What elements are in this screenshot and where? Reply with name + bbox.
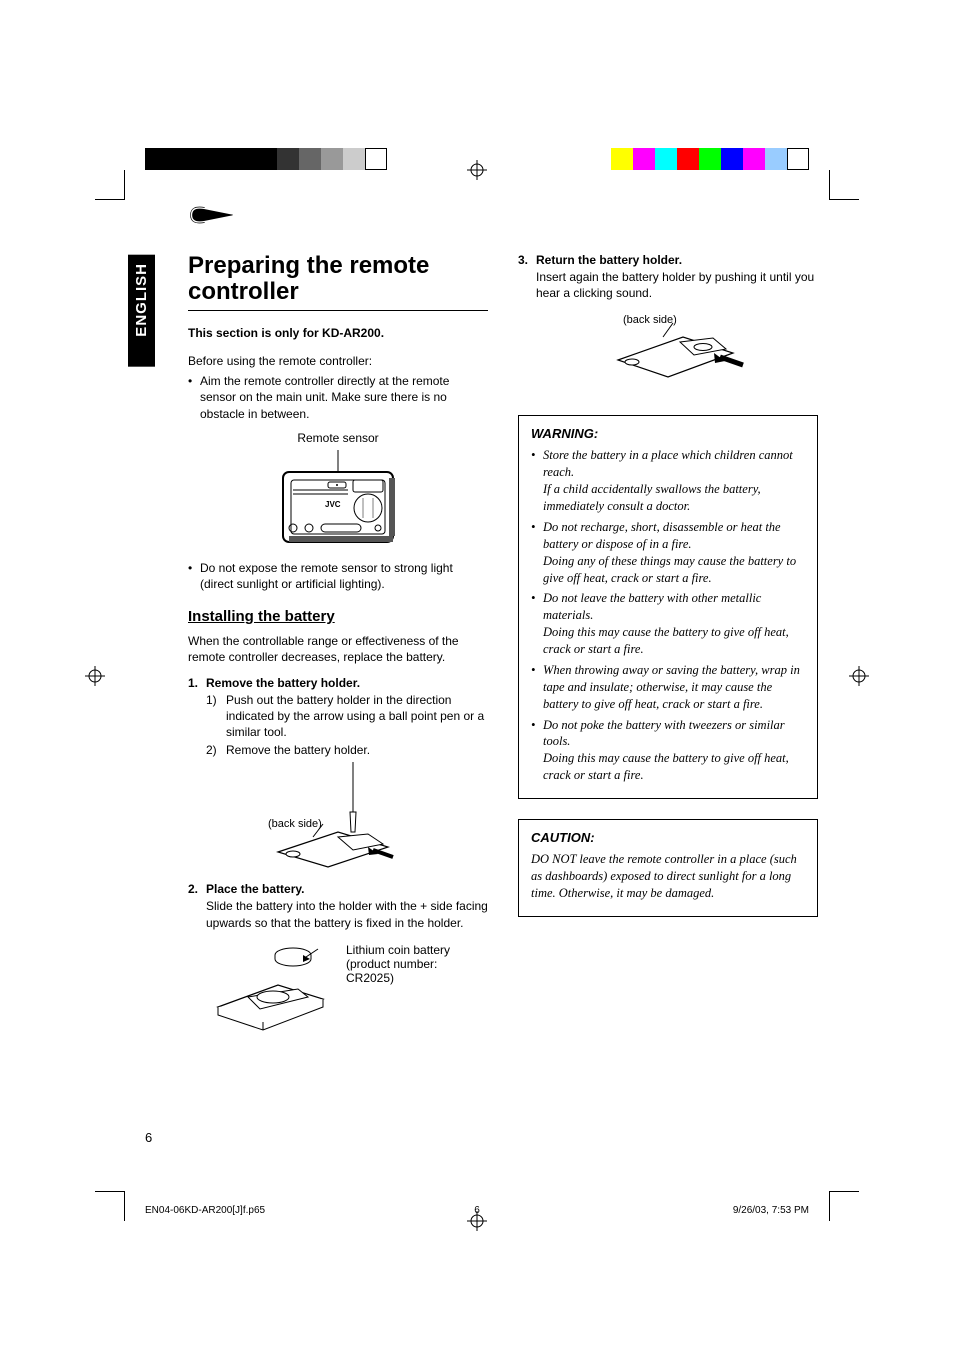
brand-label: JVC [325,500,341,509]
footer: EN04-06KD-AR200[J]f.p65 6 9/26/03, 7:53 … [145,1205,809,1216]
step-1-substeps: 1)Push out the battery holder in the dir… [206,692,488,759]
step-2-title: Place the battery. [206,882,304,896]
crop-mark [829,1191,859,1221]
back-side-label: (back side) [623,314,677,326]
step-2-figure: Lithium coin battery (product number: CR… [188,937,488,1037]
intro-bullet-list-2: •Do not expose the remote sensor to stro… [188,560,488,592]
left-column: Preparing the remote controller This sec… [188,253,488,1045]
step-3: 3. Return the battery holder. [518,253,818,267]
remote-sensor-caption: Remote sensor [188,430,488,446]
crop-mark [95,1191,125,1221]
title-rule [188,310,488,311]
footer-page: 6 [366,1205,587,1216]
crop-mark [95,170,125,200]
installing-battery-heading: Installing the battery [188,608,488,625]
remote-sensor-figure: JVC [188,450,488,550]
step-2-body: Slide the battery into the holder with t… [206,898,488,930]
step-number: 3. [518,253,536,267]
language-tab: ENGLISH [128,255,155,367]
step-1: 1. Remove the battery holder. [188,676,488,690]
step-2: 2. Place the battery. [188,882,488,896]
caution-box: CAUTION: DO NOT leave the remote control… [518,819,818,917]
warning-list: •Store the battery in a place which chil… [531,447,805,784]
section-note: This section is only for KD-AR200. [188,325,488,341]
color-bar-left [145,148,387,170]
intro-bullet-list: •Aim the remote controller directly at t… [188,373,488,422]
step-2-caption: Lithium coin battery (product number: CR… [346,937,456,985]
footer-timestamp: 9/26/03, 7:53 PM [588,1205,809,1216]
color-bar-right [611,148,809,170]
header-arrow-icon [188,200,238,230]
intro-bullet: Aim the remote controller directly at th… [200,373,488,422]
registration-mark-icon [849,666,869,686]
registration-mark-icon [85,666,105,686]
warning-item: •Do not leave the battery with other met… [531,590,805,658]
step-number: 2. [188,882,206,896]
intro-text: Before using the remote controller: [188,353,488,369]
h2-intro: When the controllable range or effective… [188,633,488,665]
crop-mark [829,170,859,200]
right-column: 3. Return the battery holder. Insert aga… [518,253,818,917]
back-side-label: (back side) [268,818,322,830]
page-number: 6 [145,1130,152,1145]
registration-mark-icon [467,160,487,180]
step-3-body: Insert again the battery holder by pushi… [536,269,818,301]
page-content: Preparing the remote controller This sec… [188,200,818,1045]
warning-item: •Store the battery in a place which chil… [531,447,805,515]
footer-file: EN04-06KD-AR200[J]f.p65 [145,1205,366,1216]
page-title: Preparing the remote controller [188,253,488,306]
step-1-title: Remove the battery holder. [206,676,360,690]
warning-item: •Do not recharge, short, disassemble or … [531,519,805,587]
caution-heading: CAUTION: [531,830,805,845]
step-3-title: Return the battery holder. [536,253,682,267]
warning-item: •Do not poke the battery with tweezers o… [531,717,805,785]
step-1-figure: (back side) [188,762,488,872]
warning-item: •When throwing away or saving the batter… [531,662,805,713]
warning-heading: WARNING: [531,426,805,441]
step-number: 1. [188,676,206,690]
warning-box: WARNING: •Store the battery in a place w… [518,415,818,799]
step-3-figure: (back side) [518,305,818,395]
caution-body: DO NOT leave the remote controller in a … [531,851,805,902]
intro-bullet-2: Do not expose the remote sensor to stron… [200,560,488,592]
